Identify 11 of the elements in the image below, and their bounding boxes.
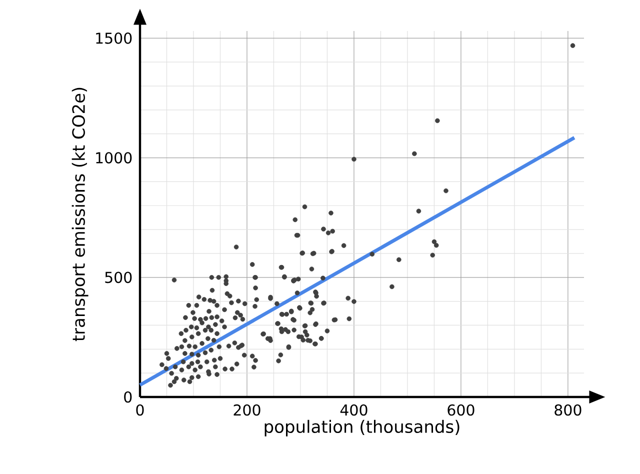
x-tick-label: 200 [234, 404, 260, 416]
y-tick-label: 1000 [96, 152, 132, 164]
x-tick-label: 0 [136, 404, 144, 416]
y-tick-label: 1500 [96, 32, 132, 44]
x-tick-label: 400 [340, 404, 368, 416]
x-axis-title: population (thousands) [264, 420, 460, 436]
x-tick-label: 600 [448, 404, 474, 416]
y-tick-label: 500 [105, 272, 132, 284]
y-axis-title: transport emissions (kt CO2e) [72, 88, 88, 342]
x-tick-label: 800 [554, 404, 582, 416]
y-tick-label: 0 [124, 391, 132, 403]
